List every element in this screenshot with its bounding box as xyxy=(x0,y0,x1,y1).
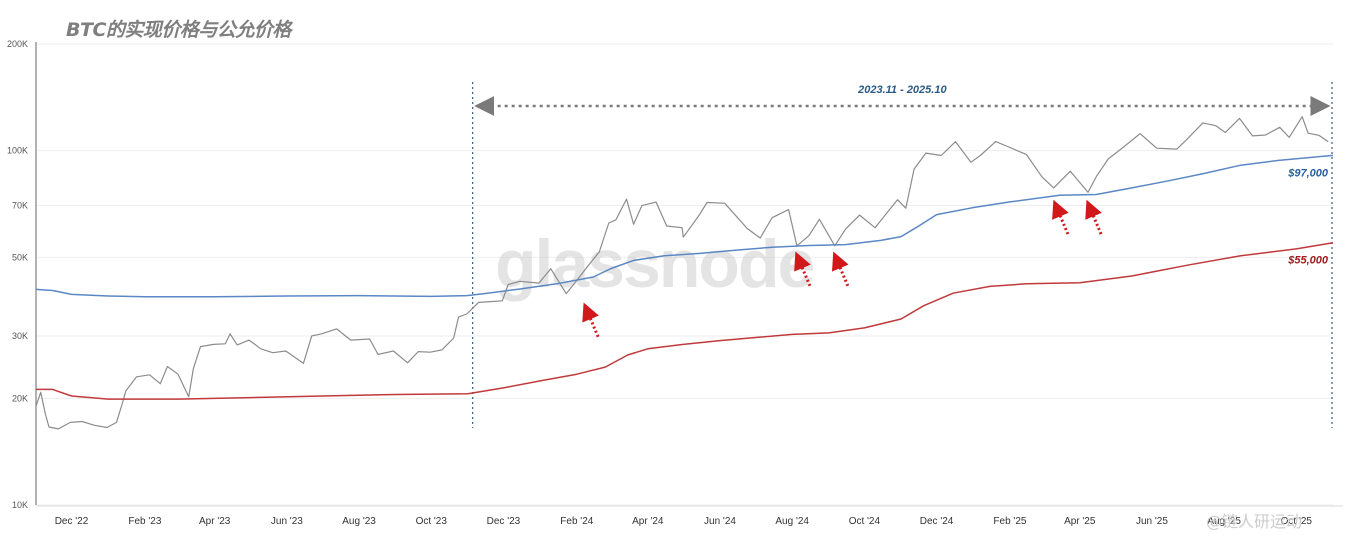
x-tick-label: Feb '23 xyxy=(128,516,161,527)
range-annotation: 2023.11 - 2025.10 xyxy=(472,82,1333,428)
end-labels: $97,000 $55,000 xyxy=(1287,167,1329,266)
y-tick-label: 10K xyxy=(12,500,28,510)
y-tick-label: 50K xyxy=(12,252,28,262)
support-arrow xyxy=(1052,199,1070,235)
axes: 200K 100K 70K 50K 30K 20K 10K Dec '22 Feb '23 Apr… xyxy=(7,39,1343,527)
y-tick-label: 20K xyxy=(12,393,28,403)
x-tick-label: Aug '24 xyxy=(775,516,809,527)
x-tick-label: Jun '24 xyxy=(704,516,736,527)
support-arrow xyxy=(1085,199,1103,235)
y-tick-label: 200K xyxy=(7,39,28,49)
x-tick-label: Feb '24 xyxy=(560,516,593,527)
x-tick-label: Dec '24 xyxy=(920,516,954,527)
support-arrow xyxy=(832,251,850,287)
watermark: glassnode xyxy=(495,226,813,302)
chart-title: BTC的实现价格与公允价格 xyxy=(66,19,291,41)
realized-price-line xyxy=(36,241,1334,400)
gridlines xyxy=(36,43,1333,506)
x-tick-label: Apr '25 xyxy=(1064,516,1096,527)
footer-watermark: @链人研运动 xyxy=(1206,512,1302,531)
x-tick-label: Dec '22 xyxy=(55,516,89,527)
x-tick-label: Oct '24 xyxy=(849,516,881,527)
market-price-line xyxy=(35,116,1329,430)
x-tick-label: Aug '25 xyxy=(1207,516,1241,527)
x-tick-label: Dec '23 xyxy=(487,516,521,527)
support-arrow xyxy=(582,302,600,338)
support-arrows xyxy=(582,199,1103,338)
y-tick-label: 100K xyxy=(7,146,28,156)
y-tick-label: 30K xyxy=(12,331,28,341)
x-tick-label: Feb '25 xyxy=(993,516,1026,527)
fair-price-line xyxy=(35,154,1334,298)
x-tick-label: Jun '23 xyxy=(271,516,303,527)
range-label: 2023.11 - 2025.10 xyxy=(857,84,947,96)
x-tick-label: Oct '25 xyxy=(1281,516,1313,527)
series-end-label: $55,000 xyxy=(1287,255,1329,267)
x-tick-label: Apr '23 xyxy=(199,516,231,527)
series-end-label: $97,000 xyxy=(1287,167,1329,179)
x-tick-label: Oct '23 xyxy=(416,516,448,527)
x-tick-label: Apr '24 xyxy=(632,516,664,527)
support-arrow xyxy=(794,251,812,287)
series-lines xyxy=(35,116,1334,430)
x-tick-label: Jun '25 xyxy=(1136,516,1168,527)
x-tick-label: Aug '23 xyxy=(342,516,376,527)
y-tick-label: 70K xyxy=(12,201,28,211)
